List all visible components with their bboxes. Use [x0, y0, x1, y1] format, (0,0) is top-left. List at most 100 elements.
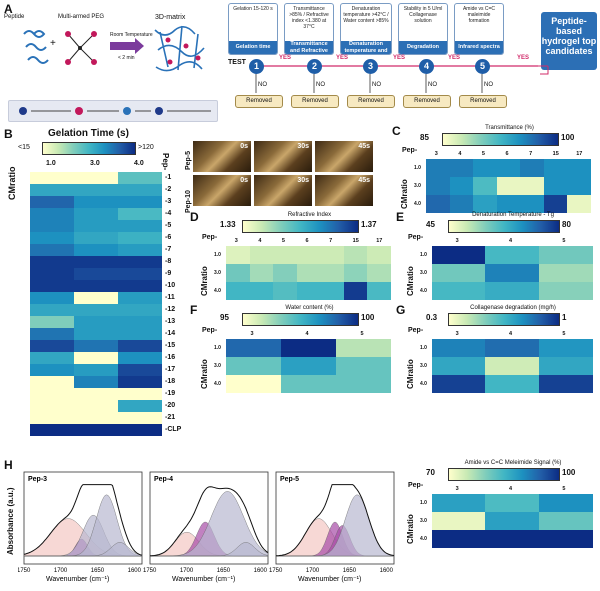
- heatmap-cell: [473, 195, 498, 213]
- heatmap-cell: [538, 512, 593, 530]
- heatmap-cell: [567, 159, 592, 177]
- step-3-box: Denaturation temperature >42°C / Water c…: [340, 3, 392, 55]
- colorbar-max: 80: [562, 220, 571, 229]
- heatmap-cell: [473, 177, 498, 195]
- gelation-y-tick: -4: [165, 210, 172, 217]
- ir-x-label: Wavenumber (cm⁻¹): [172, 576, 235, 583]
- panel-label-c: C: [392, 124, 401, 138]
- gelation-y-tick: -8: [165, 258, 172, 265]
- colorbar-min: 95: [220, 313, 229, 322]
- heatmap-cell: [473, 159, 498, 177]
- ir-x-tick: 1750: [143, 568, 157, 574]
- top-candidates-box: Peptide-based hydrogel top candidates: [541, 12, 597, 70]
- heatmap-x-tick: 15: [352, 238, 359, 244]
- heatmap-cell: [273, 264, 298, 282]
- heatmap-x-tick: 4: [509, 486, 513, 492]
- heatmap-y-tick: 4.0: [420, 381, 427, 387]
- heatmap-y-tick: 4.0: [420, 536, 427, 542]
- no-label-5: NO: [484, 82, 493, 88]
- heatmap-x-title: Pep-: [402, 147, 418, 154]
- ir-peak: [24, 542, 143, 557]
- gelation-cell: [30, 280, 74, 292]
- heatmap-cell: [426, 159, 450, 177]
- heatmap-cell: [538, 494, 593, 512]
- ir-envelope-line: [275, 484, 395, 557]
- heatmap-colorbar: [448, 468, 560, 481]
- heatmap-title: Refractive Index: [287, 212, 332, 218]
- step-5-circle: 5: [475, 59, 490, 74]
- gelation-y-tick: -3: [165, 198, 172, 205]
- yes-label-1: YES: [279, 55, 292, 61]
- gelation-cell: [118, 172, 162, 184]
- gelation-cell: [74, 424, 118, 436]
- ir-x-tick: 1750: [269, 568, 283, 574]
- heatmap-x-tick: 3: [455, 486, 459, 492]
- heatmap-cell: [520, 177, 545, 195]
- heatmap-cell: [281, 339, 336, 357]
- gelation-cell: [30, 412, 74, 424]
- heatmap-cell: [226, 282, 250, 300]
- heatmap-cell: [432, 375, 486, 393]
- heatmap-title: Water content (%): [285, 305, 334, 311]
- heatmap-cell: [485, 530, 540, 548]
- heatmap-cell: [496, 159, 521, 177]
- gelation-y-tick: -2: [165, 186, 172, 193]
- heatmap-cell: [432, 357, 486, 375]
- heatmap-cell: [226, 339, 281, 357]
- gelation-y-tick: -18: [165, 378, 176, 385]
- gelation-cell: [74, 184, 118, 196]
- heatmap-y-tick: 1.0: [420, 345, 427, 351]
- colorbar-min: 1.33: [220, 220, 236, 229]
- gelation-cell: [118, 412, 162, 424]
- no-label-3: NO: [372, 82, 381, 88]
- gelation-cell: [74, 232, 118, 244]
- colorbar-max: 100: [561, 133, 575, 142]
- ir-subplot-title: Pep-3: [28, 476, 47, 483]
- heatmap-cell: [496, 195, 521, 213]
- gelation-x-title: CMratio: [7, 166, 17, 201]
- heatmap-cell: [343, 246, 368, 264]
- ir-peak: [150, 542, 269, 557]
- heatmap-x-tick: 4: [509, 238, 513, 244]
- arrow-time: < 2 min: [118, 55, 135, 61]
- heatmap-cell: [485, 512, 540, 530]
- heatmap-y-tick: 3.0: [420, 363, 427, 369]
- heatmap-colorbar: [242, 313, 359, 326]
- gelation-x-tick: 1.0: [46, 160, 56, 167]
- heatmap-cell: [343, 282, 368, 300]
- gelation-cell: [74, 316, 118, 328]
- gelation-cell: [74, 400, 118, 412]
- removed-5: Removed: [459, 95, 507, 108]
- gelation-cell: [30, 196, 74, 208]
- heatmap-cell: [449, 159, 474, 177]
- test-label: TEST: [228, 59, 246, 66]
- heatmap-title: Denaturation Temperature - Tg: [472, 212, 554, 218]
- heatmap-x-tick: 17: [376, 238, 383, 244]
- gelation-y-tick: -17: [165, 366, 176, 373]
- gelation-cell: [30, 364, 74, 376]
- heatmap-x-tick: 5: [360, 331, 364, 337]
- step-4-box: Stability in 5 U/ml Collagenase solution…: [398, 3, 448, 55]
- reaction-arrow-icon: [110, 38, 144, 54]
- panel-label-a: A: [4, 2, 13, 16]
- heatmap-y-title: CMratio: [200, 266, 209, 296]
- no-label-4: NO: [428, 82, 437, 88]
- gelation-cell: [74, 304, 118, 316]
- ir-x-tick: 1600: [254, 568, 268, 574]
- gelation-cell: [74, 388, 118, 400]
- heatmap-F: Water content (%) 95 100 Pep- 3 4 5 1.0 3.0 4.0 CM…: [198, 305, 393, 395]
- heatmap-cell: [485, 264, 540, 282]
- panel-label-e: E: [396, 210, 405, 224]
- heatmap-y-title: CMratio: [406, 266, 415, 296]
- heatmap-cell: [320, 264, 345, 282]
- heatmap-cell: [336, 375, 391, 393]
- gelation-cell: [118, 208, 162, 220]
- heatmap-cell: [296, 264, 321, 282]
- heatmap-cell: [281, 357, 336, 375]
- ir-ylabel: Absorbance (a.u.): [6, 487, 15, 555]
- heatmap-x-tick: 3: [234, 238, 238, 244]
- gelation-cell: [30, 304, 74, 316]
- gelation-cell: [118, 184, 162, 196]
- gelation-cell: [118, 220, 162, 232]
- gelation-cell: [30, 256, 74, 268]
